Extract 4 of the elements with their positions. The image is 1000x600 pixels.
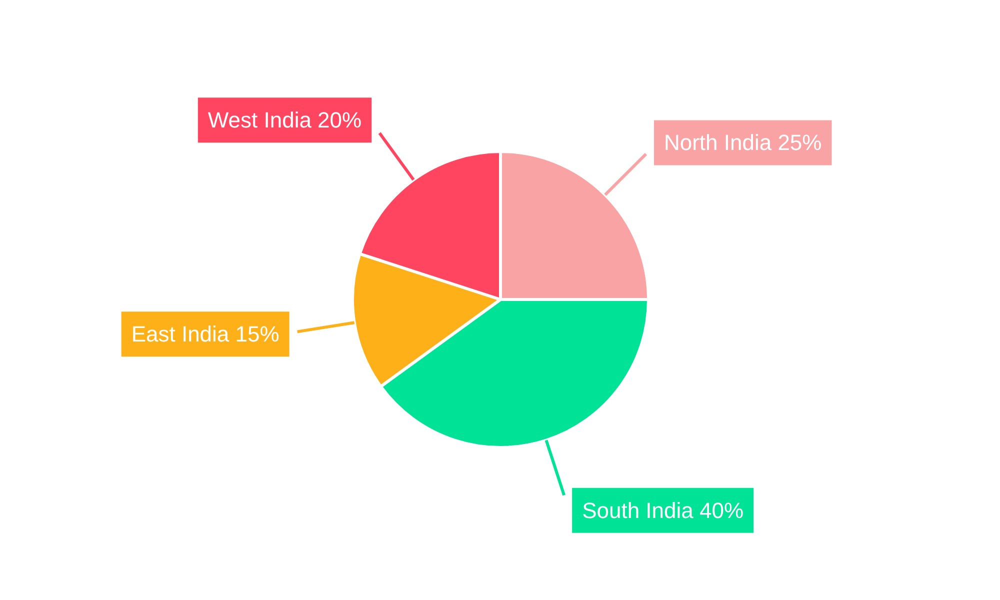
slice-label: West India 20% — [208, 108, 362, 133]
slice-label: North India 25% — [664, 130, 822, 156]
slice-label: East India 15% — [131, 322, 280, 347]
slice-label: South India 40% — [582, 498, 744, 523]
